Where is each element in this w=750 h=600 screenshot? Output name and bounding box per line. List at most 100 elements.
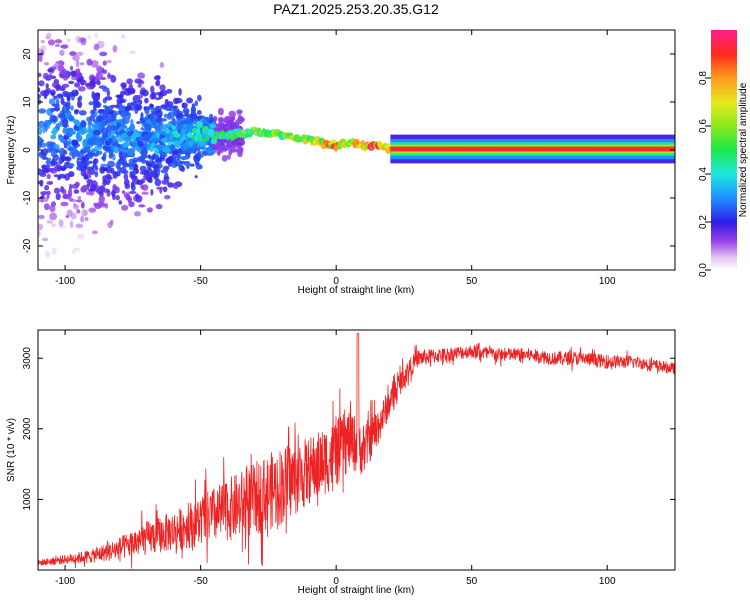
spectrogram-cell <box>134 78 143 84</box>
spectrogram-cell <box>88 160 93 164</box>
spectrogram-cell <box>90 60 99 68</box>
spectrogram-cell <box>160 138 168 143</box>
spectrogram-cell <box>62 188 67 196</box>
spectrogram-cell <box>151 169 155 178</box>
spectrogram-cell <box>37 15 40 21</box>
spectrogram-cell <box>100 121 106 129</box>
colorbar-label: Normalized spectral amplitude <box>738 82 749 217</box>
spectrogram-cell <box>67 38 71 43</box>
spectrogram-cell <box>156 186 165 190</box>
colorbar: 0.0 0.2 0.4 0.6 0.8 Normalized spectral ampl… <box>698 30 749 277</box>
spectrogram-cell <box>50 134 57 140</box>
spectrogram-cell <box>52 8 56 12</box>
spectrogram-cell <box>49 114 57 123</box>
spectrogram-cell <box>62 73 69 81</box>
spectrogram-cell <box>218 118 227 122</box>
spectrogram-cell <box>81 184 90 191</box>
spectrogram-y-tick-label: 0 <box>22 147 33 153</box>
spectrogram-cell <box>456 147 465 151</box>
spectrogram-cell <box>75 59 80 68</box>
spectrogram-cell <box>126 131 133 137</box>
spectrogram-cell <box>193 158 198 163</box>
spectrogram-cell <box>73 189 80 194</box>
spectrogram-cell <box>60 201 69 207</box>
spectrogram-cell <box>77 196 82 200</box>
spectrogram-cell <box>408 147 417 151</box>
spectrogram-cell <box>38 108 47 114</box>
spectrogram-cell <box>135 136 142 142</box>
spectrogram-cell <box>611 147 620 151</box>
spectrogram-cell <box>171 162 178 168</box>
spectrogram-cell <box>96 65 103 73</box>
spectrogram-cell <box>165 129 170 135</box>
spectrogram-cell <box>102 152 107 159</box>
spectrogram-cell <box>41 237 49 242</box>
spectrogram-cell <box>230 149 236 153</box>
colorbar-ticks: 0.0 0.2 0.4 0.6 0.8 <box>698 71 711 277</box>
spectrogram-cell <box>104 109 112 113</box>
spectrogram-cell <box>57 113 66 119</box>
snr-x-label: Height of straight line (km) <box>298 585 415 596</box>
spectrogram-cell <box>44 184 50 191</box>
spectrogram-cell <box>171 125 176 130</box>
spectrogram-cell <box>145 119 152 125</box>
spectrogram-cell <box>84 82 91 87</box>
spectrogram-cell <box>64 156 72 162</box>
spectrogram-cell <box>90 109 95 115</box>
spectrogram-cell <box>99 190 104 198</box>
spectrogram-cell <box>234 148 241 153</box>
spectrogram-cell <box>159 84 166 91</box>
spectrogram-cell <box>178 164 184 171</box>
spectrogram-cell <box>104 106 110 110</box>
snr-x-tick-label: 0 <box>333 576 339 587</box>
spectrogram-cell <box>139 165 147 172</box>
spectrogram-cell <box>136 121 141 125</box>
spectrogram-cell <box>73 247 81 252</box>
spectrogram-cell <box>141 89 149 97</box>
spectrogram-cell <box>69 183 72 191</box>
spectrogram-cell <box>159 121 164 127</box>
spectrogram-cell <box>58 134 63 139</box>
spectrogram-cell <box>652 147 660 151</box>
spectrogram-cell <box>81 155 86 163</box>
spectrogram-cell <box>75 51 84 57</box>
snr-y-tick-label: 3000 <box>22 347 33 370</box>
spectrogram-cell <box>133 171 137 176</box>
spectrogram-cell <box>73 203 77 207</box>
spectrogram-cell <box>147 132 154 137</box>
spectrogram-cell <box>112 45 118 53</box>
spectrogram-cell <box>103 167 108 172</box>
colorbar-tick-label: 0.2 <box>698 215 709 229</box>
spectrogram-cell <box>226 154 231 160</box>
spectrogram-cell <box>83 176 89 180</box>
spectrogram-cell <box>132 157 139 162</box>
spectrogram-cell <box>38 127 43 136</box>
spectrogram-cell <box>117 118 123 124</box>
spectrogram-cell <box>194 144 198 150</box>
spectrogram-cell <box>79 37 87 43</box>
spectrogram-y-tick-label: -20 <box>22 238 33 253</box>
snr-series-line <box>38 333 675 569</box>
colorbar-tick-label: 0.0 <box>698 263 709 277</box>
spectrogram-cell <box>635 147 644 151</box>
spectrogram-cell <box>80 120 87 128</box>
spectrogram-cell <box>129 123 136 131</box>
spectrogram-cell <box>50 161 59 166</box>
spectrogram-cell <box>228 110 236 118</box>
spectrogram-cell <box>155 75 161 80</box>
spectrogram-cell <box>448 147 457 151</box>
spectrogram-cell <box>45 32 52 39</box>
spectrogram-cell <box>106 90 111 97</box>
spectrogram-cell <box>90 148 96 154</box>
spectrogram-cell <box>89 166 95 171</box>
spectrogram-cell <box>217 145 225 151</box>
spectrogram-cell <box>68 130 77 135</box>
spectrogram-cell <box>102 132 109 139</box>
spectrogram-cell <box>119 106 124 112</box>
spectrogram-cell <box>107 160 116 168</box>
spectrogram-cell <box>194 175 198 179</box>
spectrogram-cell <box>122 162 130 168</box>
colorbar-tick-label: 0.6 <box>698 119 709 133</box>
spectrogram-cell <box>140 149 148 155</box>
